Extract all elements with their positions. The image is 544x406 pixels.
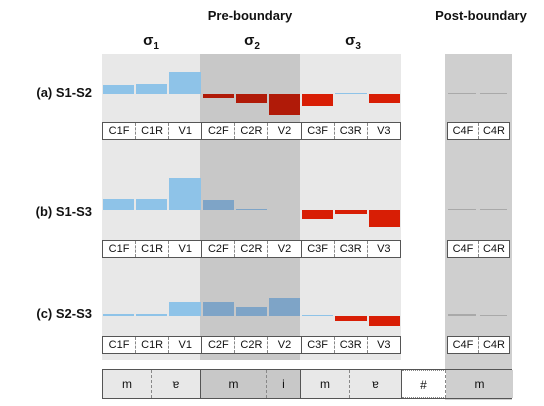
segment-cell: V1 <box>169 241 203 257</box>
post-effect-bar <box>448 93 476 94</box>
segment-cell: C4R <box>482 243 505 255</box>
segment-cell: C1R <box>136 337 170 353</box>
segment-cell: V3 <box>377 125 391 137</box>
segment-cell: C1F <box>103 123 137 139</box>
segment-cell: C3F <box>302 337 335 353</box>
segment-cell: C2R <box>235 241 269 257</box>
segment-cell: C4R <box>482 125 505 137</box>
segment-cell: V1 <box>169 123 203 139</box>
segment-cell: C3F <box>302 241 335 257</box>
segment-cell: V3 <box>377 243 391 255</box>
effect-bar <box>169 301 201 316</box>
effect-bar <box>302 94 334 107</box>
transcription-row: m ɐ m i m ɐ # m <box>102 369 513 399</box>
segment-cell: V2 <box>268 123 302 139</box>
post-effect-bar <box>479 93 507 94</box>
effect-bar <box>103 84 135 94</box>
post-effect-bar <box>448 313 476 316</box>
transcription-cell: i <box>267 370 301 398</box>
transcription-cell: ɐ <box>152 370 201 398</box>
effect-bar <box>368 210 400 228</box>
transcription-cell: m <box>201 370 267 398</box>
segment-strip-pre: C1F C1R V1 C2F C2R V2 C3F C3R V3 <box>102 336 401 354</box>
effect-bar <box>136 198 168 210</box>
row-label-c: (c) S2-S3 <box>36 306 92 321</box>
segment-cell: C1R <box>136 123 170 139</box>
post-effect-bar <box>479 209 507 210</box>
segment-cell: V2 <box>268 241 302 257</box>
segment-cell: C2F <box>202 123 236 139</box>
segment-cell: C4R <box>482 339 505 351</box>
effect-bar <box>302 210 334 220</box>
effect-bar <box>169 177 201 210</box>
segment-cell: C4F <box>448 337 479 353</box>
effect-bar <box>335 92 367 94</box>
segment-cell: C4F <box>448 241 479 257</box>
segment-cell: C2F <box>202 337 236 353</box>
transcription-cell: ɐ <box>350 370 402 398</box>
segment-cell: C4F <box>448 123 479 139</box>
effect-bar <box>136 83 168 94</box>
segment-strip-post: C4F C4R <box>447 122 510 140</box>
effect-bar <box>235 94 267 103</box>
row-label-b: (b) S1-S3 <box>35 204 92 219</box>
segment-strip-pre: C1F C1R V1 C2F C2R V2 C3F C3R V3 <box>102 122 401 140</box>
sigma-2-label: σ2 <box>244 32 260 52</box>
post-boundary-header: Post-boundary <box>435 8 527 23</box>
segment-cell: C1F <box>103 337 137 353</box>
segment-cell: C3R <box>335 123 368 139</box>
effect-bar <box>368 94 400 103</box>
effect-bar <box>235 306 267 316</box>
segment-cell: C1F <box>103 241 137 257</box>
segment-cell: C2R <box>235 337 269 353</box>
effect-bar <box>335 316 367 322</box>
effect-bar <box>103 198 135 210</box>
effect-bar <box>202 94 234 98</box>
effect-bar <box>269 297 301 316</box>
segment-cell: C3R <box>335 241 368 257</box>
post-effect-bar <box>479 315 507 316</box>
row-label-a: (a) S1-S2 <box>36 85 92 100</box>
effect-bar <box>368 316 400 327</box>
pre-boundary-header: Pre-boundary <box>207 8 293 23</box>
effect-bar <box>269 94 301 115</box>
segment-cell: V1 <box>169 337 203 353</box>
transcription-cell: m <box>103 370 152 398</box>
segment-strip-pre: C1F C1R V1 C2F C2R V2 C3F C3R V3 <box>102 240 401 258</box>
transcription-cell: m <box>301 370 350 398</box>
effect-bar <box>202 199 234 210</box>
effect-bar <box>335 210 367 214</box>
segment-cell: C3R <box>335 337 368 353</box>
segment-cell: C2F <box>202 241 236 257</box>
effect-bar <box>235 208 267 210</box>
effect-bar <box>169 72 201 94</box>
sigma-3-label: σ3 <box>345 32 361 52</box>
segment-strip-post: C4F C4R <box>447 240 510 258</box>
effect-bar <box>302 314 334 316</box>
transcription-cell: m <box>446 370 513 398</box>
segment-strip-post: C4F C4R <box>447 336 510 354</box>
segment-cell: V3 <box>377 339 391 351</box>
sigma-1-label: σ1 <box>143 32 159 52</box>
segment-cell: C1R <box>136 241 170 257</box>
post-effect-bar <box>448 208 476 210</box>
effect-bar <box>136 314 168 316</box>
segment-cell: C3F <box>302 123 335 139</box>
effect-bar <box>103 313 135 316</box>
transcription-cell: # <box>402 370 446 398</box>
effect-bar <box>202 301 234 316</box>
segment-cell: C2R <box>235 123 269 139</box>
segment-cell: V2 <box>268 337 302 353</box>
